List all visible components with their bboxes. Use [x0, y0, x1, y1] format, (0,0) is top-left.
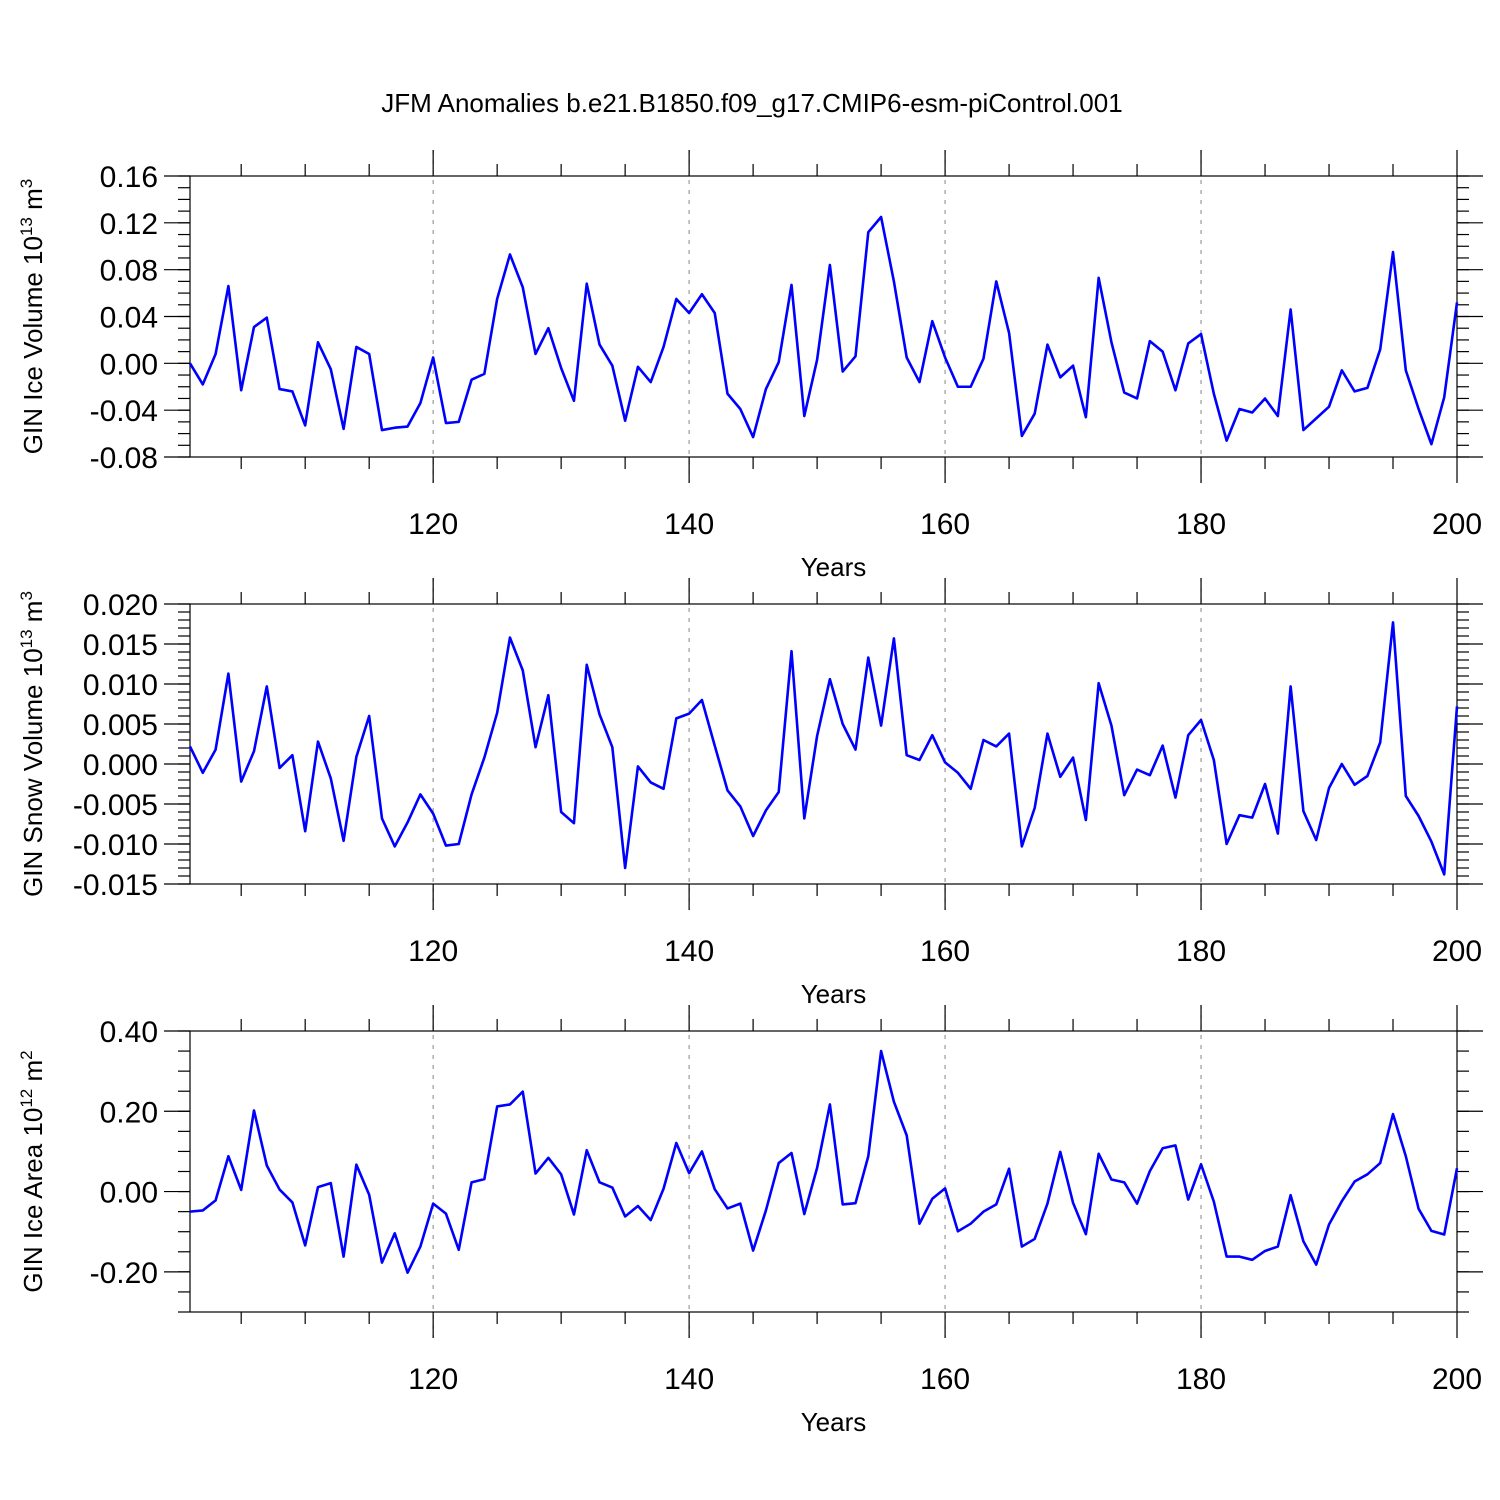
y-tick-label: 0.12 [100, 208, 158, 241]
y-tick-label: 0.005 [83, 709, 158, 742]
y-tick-label: -0.20 [90, 1257, 158, 1290]
y-axis-title: GIN Snow Volume 1013 m3 [17, 591, 48, 897]
y-tick-label: 0.04 [100, 302, 158, 335]
y-axis-title-unit-exponent: 3 [17, 591, 36, 600]
y-tick-label: 0.08 [100, 255, 158, 288]
panel-2: -0.015 -0.010 -0.005 0.000 0.005 0.010 0.015 0.… [17, 578, 1483, 1009]
y-axis-title-unit-exponent: 2 [17, 1050, 36, 1059]
y-axis-title: GIN Ice Volume 1013 m3 [17, 179, 48, 455]
panel-3: -0.20 0.00 0.20 0.40 120 140 160 180 200 Years GIN… [17, 1005, 1483, 1437]
y-axis-title-exponent: 13 [17, 217, 36, 236]
y-axis-title-exponent: 12 [17, 1089, 36, 1108]
y-axis-title-main: GIN Snow Volume 10 [18, 648, 48, 897]
x-axis-title: Years [801, 979, 867, 1009]
x-axis-title: Years [801, 552, 867, 582]
x-tick-label: 140 [664, 935, 714, 968]
y-axis-title-exponent: 13 [17, 629, 36, 648]
y-tick-label: 0.020 [83, 589, 158, 622]
series-line [188, 215, 1459, 446]
x-tick-label: 120 [408, 1363, 458, 1396]
x-tick-label: 140 [664, 508, 714, 541]
y-tick-label: -0.08 [90, 442, 158, 475]
y-axis-title-unit: m [18, 1060, 48, 1089]
y-axis-title-unit-exponent: 3 [17, 179, 36, 188]
series-line [189, 1049, 1459, 1274]
y-tick-label: -0.010 [73, 829, 158, 862]
plot-frame [189, 1030, 1458, 1313]
y-tick-label: -0.015 [73, 869, 158, 902]
x-tick-label: 120 [408, 508, 458, 541]
y-tick-label: 0.00 [100, 1177, 158, 1210]
x-tick-label: 160 [920, 1363, 970, 1396]
y-tick-label: 0.000 [83, 749, 158, 782]
series-line [188, 621, 1459, 876]
y-tick-label: 0.40 [100, 1016, 158, 1049]
y-tick-label: 0.16 [100, 161, 158, 194]
y-axis-title-unit: m [18, 601, 48, 630]
x-axis-title: Years [801, 1407, 867, 1437]
x-tick-label: 200 [1432, 508, 1482, 541]
y-axis-title-unit: m [18, 188, 48, 217]
y-tick-label: 0.015 [83, 629, 158, 662]
x-tick-label: 120 [408, 935, 458, 968]
y-tick-label: 0.010 [83, 669, 158, 702]
x-tick-label: 180 [1176, 508, 1226, 541]
y-axis-title: GIN Ice Area 1012 m2 [17, 1050, 48, 1292]
x-tick-label: 140 [664, 1363, 714, 1396]
x-tick-label: 160 [920, 508, 970, 541]
y-tick-label: -0.04 [90, 395, 158, 428]
chart-title: JFM Anomalies b.e21.B1850.f09_g17.CMIP6-… [381, 88, 1122, 118]
y-tick-label: 0.20 [100, 1096, 158, 1129]
x-tick-label: 180 [1176, 1363, 1226, 1396]
panel-1: -0.08 -0.04 0.00 0.04 0.08 0.12 0.16 120 140 160 1… [17, 150, 1483, 582]
plot-frame [189, 603, 1458, 885]
y-tick-label: 0.00 [100, 348, 158, 381]
y-tick-label: -0.005 [73, 789, 158, 822]
x-tick-label: 200 [1432, 935, 1482, 968]
x-tick-label: 180 [1176, 935, 1226, 968]
x-tick-label: 200 [1432, 1363, 1482, 1396]
y-axis-title-main: GIN Ice Area 10 [18, 1108, 48, 1293]
x-tick-label: 160 [920, 935, 970, 968]
y-axis-title-main: GIN Ice Volume 10 [18, 236, 48, 454]
